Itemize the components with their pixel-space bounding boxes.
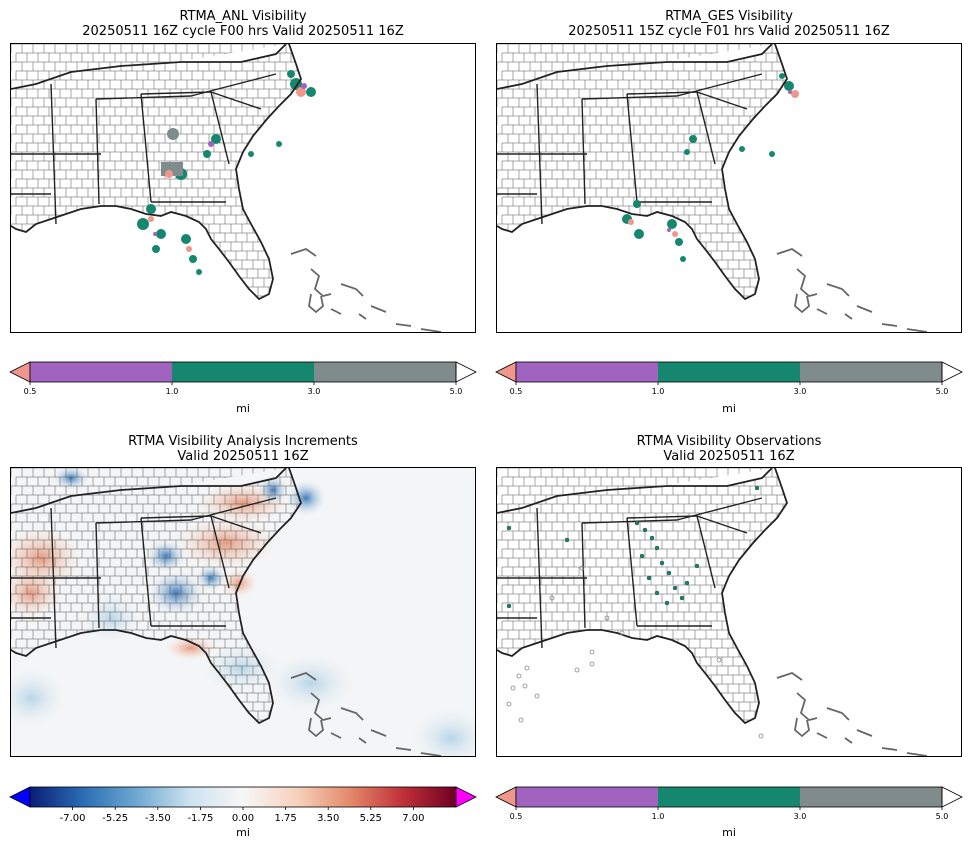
panel2-colorbar-segment [516,362,658,382]
panel4-colorbar-unit: mi [722,826,736,839]
panel1-colorbar-unit: mi [236,402,250,415]
panel3-colorbar-tick-label: 1.75 [274,813,296,824]
panel1-colorbar-tick-label: 1.0 [166,387,179,396]
panel4-colorbar-over-arrow [941,786,963,808]
panel4-title-line1: RTMA Visibility Observations [636,434,822,449]
panel1-colorbar-over-arrow [455,361,477,383]
panel2-map [496,43,962,333]
panel2-colorbar-tick-label: 3.0 [794,387,807,396]
panel3-coastline [11,468,442,756]
panel1-colorbar-tick-label: 5.0 [450,387,463,396]
panel1-colorbar-tick-label: 0.5 [24,387,37,396]
panel3-colorbar-svg: -7.00 -5.25 -3.50 -1.75 0.00 1.75 3.50 5.25 7.00 [9,786,477,824]
panel4-colorbar-segment [658,787,800,807]
panel4-colorbar-segment [800,787,942,807]
panel1-visibility-field [137,70,316,275]
panel1-title-line2: 20250511 16Z cycle F00 hrs Valid 2025051… [82,24,404,39]
panel3-colorbar-gradient [29,786,457,808]
panel2-basemap [497,44,787,299]
panel4-basemap [497,468,787,723]
panel4-colorbar-tick-label: 1.0 [652,812,665,821]
panel1-basemap [11,44,301,299]
panel3-title-line1: RTMA Visibility Analysis Increments [128,434,358,449]
panel3-colorbar-tick-label: -7.00 [60,813,86,824]
panel3-colorbar-over-arrow [455,786,477,808]
panel4-colorbar-tick-label: 5.0 [936,812,949,821]
panel4-colorbar-segment [516,787,658,807]
panel1-colorbar: 0.5 1.0 3.0 5.0 [9,360,477,404]
panel3-title-line2: Valid 20250511 16Z [177,449,309,464]
panel2-colorbar-tick-label: 0.5 [510,387,523,396]
panel2-visibility-field [622,73,799,262]
panel3-colorbar-tick-label: -3.50 [145,813,171,824]
panel1-colorbar-under-arrow [9,361,31,383]
panel3-title: RTMA Visibility Analysis Increments Vali… [10,434,476,464]
panel2-colorbar-segment [658,362,800,382]
panel3-colorbar-tick-label: 7.00 [402,813,424,824]
panel4-colorbar: 0.5 1.0 3.0 5.0 [495,785,963,829]
panel2-colorbar-over-arrow [941,361,963,383]
panel3-colorbar-tick-label: 5.25 [360,813,382,824]
panel1-colorbar-svg: 0.5 1.0 3.0 5.0 [9,361,477,396]
panel2-colorbar: 0.5 1.0 3.0 5.0 [495,360,963,404]
panel2-colorbar-tick-label: 1.0 [652,387,665,396]
panel3-colorbar-unit: mi [236,826,250,839]
panel3-colorbar-tick-label: 3.50 [317,813,339,824]
panel1-map [10,43,476,333]
panel1-colorbar-segment [172,362,314,382]
panel4-title-line2: Valid 20250511 16Z [663,449,795,464]
panel4-colorbar-tick-label: 0.5 [510,812,523,821]
panel2-title: RTMA_GES Visibility 20250511 15Z cycle F… [496,9,962,39]
panel2-colorbar-unit: mi [722,402,736,415]
panel4-title: RTMA Visibility Observations Valid 20250… [496,434,962,464]
panel1-colorbar-segment [314,362,456,382]
panel2-colorbar-under-arrow [495,361,517,383]
panel2-title-line2: 20250511 15Z cycle F01 hrs Valid 2025051… [568,24,890,39]
panel1-coastline [11,44,442,332]
panel3-colorbar: -7.00 -5.25 -3.50 -1.75 0.00 1.75 3.50 5.25 7.00 [9,785,477,829]
panel4-map [496,467,962,757]
panel3-colorbar-tick-label: -1.75 [187,813,213,824]
panel4-observations [506,485,764,739]
panel1-colorbar-tick-label: 3.0 [308,387,321,396]
panel1-title-line1: RTMA_ANL Visibility [179,9,307,24]
panel2-title-line1: RTMA_GES Visibility [665,9,793,24]
panel2-colorbar-tick-label: 5.0 [936,387,949,396]
panel3-colorbar-tick-label: -5.25 [102,813,128,824]
panel2-colorbar-segment [800,362,942,382]
panel4-colorbar-svg: 0.5 1.0 3.0 5.0 [495,786,963,821]
panel2-colorbar-svg: 0.5 1.0 3.0 5.0 [495,361,963,396]
panel4-coastline [497,468,928,756]
panel1-title: RTMA_ANL Visibility 20250511 16Z cycle F… [10,9,476,39]
panel1-colorbar-segment [30,362,172,382]
panel3-map [10,467,476,757]
panel3-colorbar-tick-label: 0.00 [232,813,254,824]
panel4-colorbar-tick-label: 3.0 [794,812,807,821]
panel4-colorbar-under-arrow [495,786,517,808]
panel2-coastline [497,44,928,332]
panel3-colorbar-under-arrow [9,786,31,808]
